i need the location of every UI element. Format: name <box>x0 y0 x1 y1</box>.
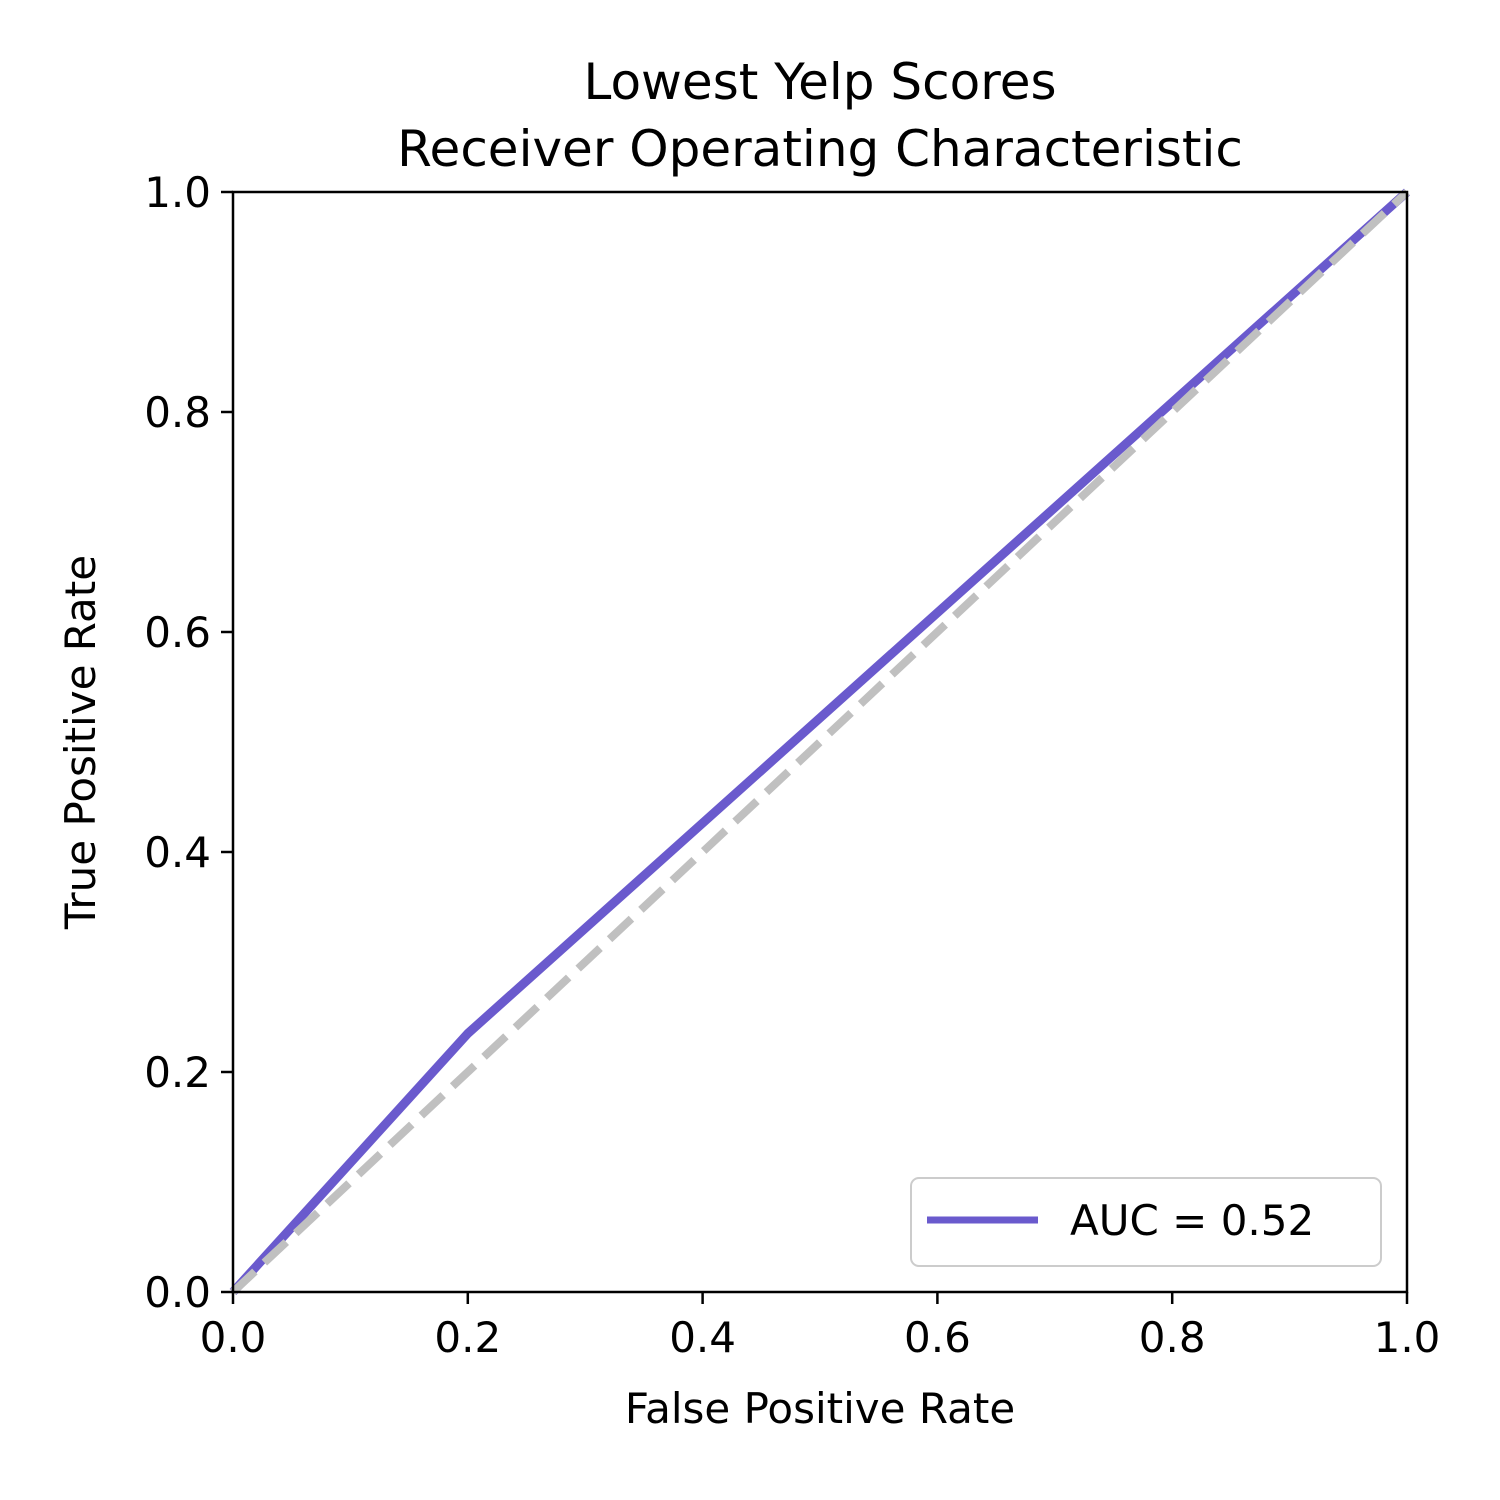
x-tick-label: 0.0 <box>200 1313 267 1362</box>
x-tick-label: 0.4 <box>669 1313 736 1362</box>
x-tick-label: 1.0 <box>1374 1313 1441 1362</box>
x-tick-label: 0.6 <box>904 1313 971 1362</box>
y-tick-label: 0.0 <box>144 1268 211 1317</box>
y-axis-label: True Positive Rate <box>56 555 105 930</box>
chance-diagonal-line <box>230 189 1410 1295</box>
legend-label: AUC = 0.52 <box>1070 1196 1314 1245</box>
y-tick-label: 0.8 <box>144 388 211 437</box>
plot-area <box>229 188 1411 1296</box>
y-axis-ticks: 0.0 0.2 0.4 0.6 0.8 1.0 <box>144 168 233 1317</box>
x-tick-label: 0.2 <box>434 1313 501 1362</box>
x-axis-ticks: 0.0 0.2 0.4 0.6 0.8 1.0 <box>200 1292 1441 1362</box>
roc-curve-line <box>229 188 1411 1296</box>
y-tick-label: 0.4 <box>144 828 211 877</box>
chart-title-line-1: Lowest Yelp Scores <box>583 53 1056 111</box>
legend-frame <box>910 1177 1382 1267</box>
x-axis-label: False Positive Rate <box>625 1384 1015 1433</box>
plot-frame <box>231 190 1409 1294</box>
y-tick-label: 1.0 <box>144 168 211 217</box>
legend: AUC = 0.52 <box>910 1177 1382 1267</box>
y-tick-label: 0.2 <box>144 1048 211 1097</box>
chart-title-line-2: Receiver Operating Characteristic <box>397 120 1243 178</box>
x-tick-label: 0.8 <box>1139 1313 1206 1362</box>
y-tick-label: 0.6 <box>144 608 211 657</box>
